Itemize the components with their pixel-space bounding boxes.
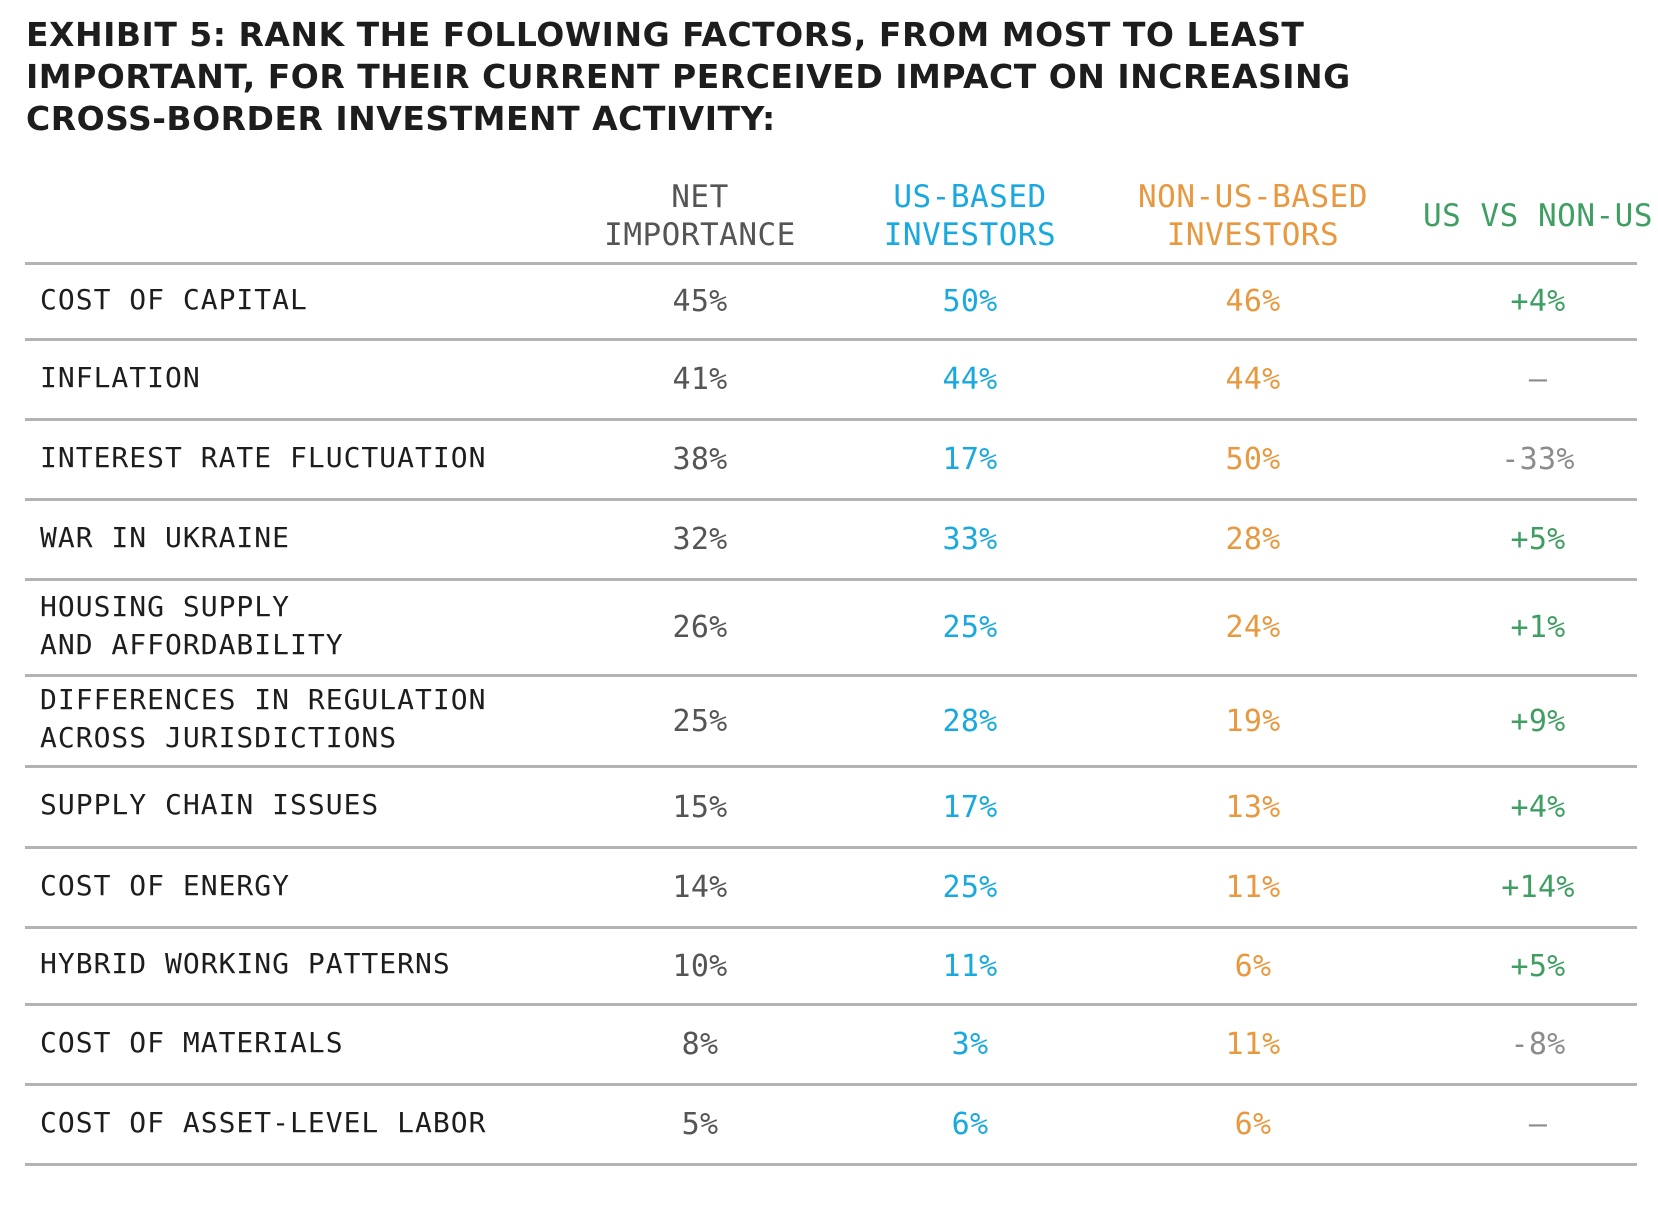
factor-label: COST OF MATERIALS	[25, 1002, 560, 1083]
non-us-based-value: 11%	[1225, 1027, 1281, 1062]
non-us-based-value: 11%	[1225, 870, 1281, 905]
non-us-based-value: 6%	[1234, 1107, 1272, 1142]
table-row: HOUSING SUPPLY AND AFFORDABILITY 26% 25% 24%…	[25, 581, 1637, 677]
header-label: US-BASED	[893, 179, 1047, 215]
us-vs-non-us-value: +5%	[1510, 948, 1566, 984]
table-row: WAR IN UKRAINE 32% 33% 28% +5%	[25, 501, 1637, 581]
non-us-based-value: 13%	[1225, 789, 1281, 825]
table-body: COST OF CAPITAL 45% 50% 46% +4% INFLATION 41% 4…	[25, 265, 1637, 1166]
factor-label-line: WAR IN UKRAINE	[40, 520, 291, 554]
factor-label: INTEREST RATE FLUCTUATION	[25, 417, 560, 498]
factor-label-line: SUPPLY CHAIN ISSUES	[40, 788, 380, 821]
factors-table: NET IMPORTANCE US-BASED INVESTORS NON-US…	[25, 170, 1652, 1166]
non-us-based-value: 19%	[1225, 703, 1281, 739]
non-us-based-value: 28%	[1225, 522, 1281, 557]
us-based-value: 25%	[942, 610, 998, 645]
factor-label-line: ACROSS JURISDICTIONS	[40, 721, 398, 754]
factor-label-line: DIFFERENCES IN REGULATION	[40, 683, 487, 716]
header-net-importance: NET IMPORTANCE	[545, 170, 855, 262]
header-label: NON-US-BASED	[1138, 179, 1368, 215]
factor-label-line: COST OF ASSET-LEVEL LABOR	[40, 1105, 487, 1139]
factor-label-line: COST OF CAPITAL	[40, 282, 308, 316]
factor-label: WAR IN UKRAINE	[25, 497, 560, 578]
factor-label-line: HOUSING SUPPLY	[40, 589, 291, 623]
factor-label-line: AND AFFORDABILITY	[40, 627, 344, 661]
net-importance-value: 14%	[672, 870, 728, 905]
us-vs-non-us-value: +1%	[1510, 610, 1566, 645]
factor-label: COST OF ENERGY	[25, 845, 560, 926]
table-row: SUPPLY CHAIN ISSUES 15% 17% 13% +4%	[25, 768, 1637, 849]
net-importance-value: 38%	[672, 442, 728, 477]
non-us-based-value: 46%	[1225, 284, 1281, 319]
table-row: COST OF ENERGY 14% 25% 11% +14%	[25, 849, 1637, 929]
net-importance-value: 10%	[672, 948, 728, 984]
non-us-based-value: 6%	[1234, 948, 1272, 984]
header-label: NET	[671, 179, 729, 215]
net-importance-value: 8%	[681, 1027, 719, 1062]
us-based-value: 11%	[942, 948, 998, 984]
header-label: US VS NON-US	[1423, 198, 1653, 234]
header-label: IMPORTANCE	[604, 217, 796, 253]
factor-label: HYBRID WORKING PATTERNS	[25, 925, 560, 1003]
factor-label-line: COST OF MATERIALS	[40, 1025, 344, 1059]
exhibit-title-line: EXHIBIT 5: RANK THE FOLLOWING FACTORS, F…	[26, 15, 1305, 54]
table-header-row: NET IMPORTANCE US-BASED INVESTORS NON-US…	[25, 170, 1652, 265]
table-row: DIFFERENCES IN REGULATION ACROSS JURISDIC…	[25, 677, 1637, 768]
net-importance-value: 26%	[672, 610, 728, 645]
us-based-value: 33%	[942, 522, 998, 557]
table-row: INTEREST RATE FLUCTUATION 38% 17% 50% -33%	[25, 421, 1637, 501]
us-vs-non-us-value: -8%	[1510, 1027, 1566, 1062]
non-us-based-value: 44%	[1225, 362, 1281, 397]
header-label: INVESTORS	[883, 217, 1057, 253]
us-vs-non-us-value: +4%	[1510, 789, 1566, 825]
us-based-value: 50%	[942, 284, 998, 319]
header-non-us-based-investors: NON-US-BASED INVESTORS	[1098, 170, 1408, 262]
factor-label-line: COST OF ENERGY	[40, 868, 291, 902]
header-factor	[25, 170, 545, 262]
us-based-value: 44%	[942, 362, 998, 397]
header-us-vs-non-us: US VS NON-US	[1383, 170, 1658, 262]
factor-label: HOUSING SUPPLY AND AFFORDABILITY	[25, 577, 560, 674]
table-row: COST OF CAPITAL 45% 50% 46% +4%	[25, 265, 1637, 341]
factor-label-line: HYBRID WORKING PATTERNS	[40, 947, 451, 980]
exhibit-title: EXHIBIT 5: RANK THE FOLLOWING FACTORS, F…	[26, 14, 1526, 140]
factor-label-line: INTEREST RATE FLUCTUATION	[40, 440, 487, 474]
exhibit-title-line: CROSS-BORDER INVESTMENT ACTIVITY:	[26, 99, 776, 138]
table-row: COST OF ASSET-LEVEL LABOR 5% 6% 6% –	[25, 1086, 1637, 1166]
factor-label: DIFFERENCES IN REGULATION ACROSS JURISDIC…	[25, 673, 560, 765]
us-based-value: 3%	[951, 1027, 989, 1062]
us-based-value: 6%	[951, 1107, 989, 1142]
net-importance-value: 5%	[681, 1107, 719, 1142]
net-importance-value: 25%	[672, 703, 728, 739]
table-row: HYBRID WORKING PATTERNS 10% 11% 6% +5%	[25, 929, 1637, 1006]
us-based-value: 17%	[942, 442, 998, 477]
net-importance-value: 45%	[672, 284, 728, 319]
us-vs-non-us-value: +14%	[1501, 870, 1575, 905]
us-vs-non-us-value: +5%	[1510, 522, 1566, 557]
table-row: COST OF MATERIALS 8% 3% 11% -8%	[25, 1006, 1637, 1086]
net-importance-value: 41%	[672, 362, 728, 397]
us-vs-non-us-value: +9%	[1510, 703, 1566, 739]
factor-label: SUPPLY CHAIN ISSUES	[25, 764, 560, 846]
exhibit-title-line: IMPORTANT, FOR THEIR CURRENT PERCEIVED I…	[26, 57, 1351, 96]
net-importance-value: 32%	[672, 522, 728, 557]
factor-label: COST OF CAPITAL	[25, 261, 560, 338]
header-us-based-investors: US-BASED INVESTORS	[815, 170, 1125, 262]
us-vs-non-us-value: –	[1528, 1107, 1548, 1142]
factor-label: INFLATION	[25, 337, 560, 418]
factor-label: COST OF ASSET-LEVEL LABOR	[25, 1082, 560, 1163]
us-vs-non-us-value: +4%	[1510, 284, 1566, 319]
non-us-based-value: 24%	[1225, 610, 1281, 645]
table-row: INFLATION 41% 44% 44% –	[25, 341, 1637, 421]
non-us-based-value: 50%	[1225, 442, 1281, 477]
us-based-value: 25%	[942, 870, 998, 905]
net-importance-value: 15%	[672, 789, 728, 825]
us-vs-non-us-value: -33%	[1501, 442, 1575, 477]
us-vs-non-us-value: –	[1528, 362, 1548, 397]
factor-label-line: INFLATION	[40, 360, 201, 394]
us-based-value: 28%	[942, 703, 998, 739]
header-label: INVESTORS	[1166, 217, 1340, 253]
us-based-value: 17%	[942, 789, 998, 825]
